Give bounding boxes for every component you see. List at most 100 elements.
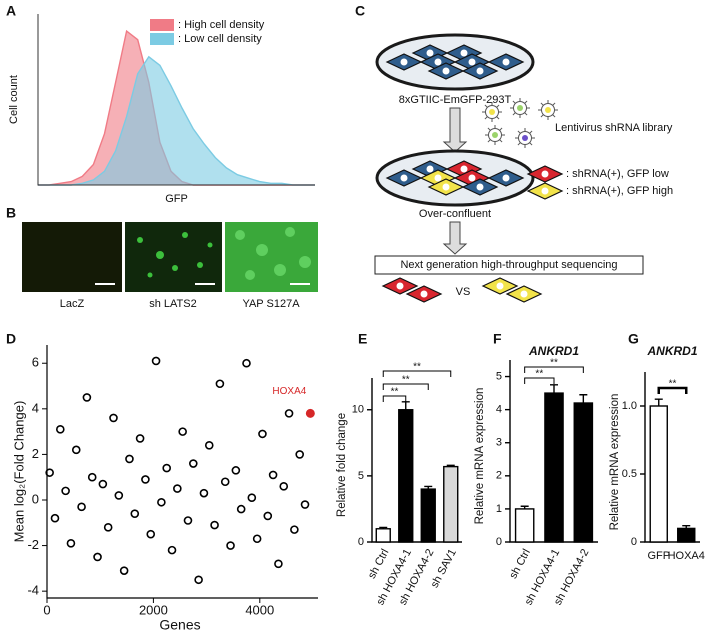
significance-bracket <box>382 383 429 390</box>
nucleus <box>496 282 504 290</box>
point <box>114 491 124 500</box>
y-tick-label: 10 <box>352 404 364 416</box>
y-axis-label: Relative mRNA expression <box>609 394 621 531</box>
nucleus <box>396 282 404 290</box>
virus-core <box>545 107 551 113</box>
point <box>66 538 76 548</box>
point <box>268 470 278 480</box>
cell-spots <box>137 232 213 278</box>
chart-title: ANKRD1 <box>528 344 579 358</box>
bar <box>544 392 564 543</box>
nucleus <box>541 170 549 178</box>
error-bar <box>654 398 663 406</box>
bar <box>375 528 391 543</box>
nucleus <box>420 290 428 298</box>
y-axis-label: Cell count <box>8 75 20 124</box>
significance-label: ** <box>550 358 558 369</box>
nucleus <box>468 174 476 182</box>
bar <box>420 488 436 543</box>
library-label: Lentivirus shRNA library <box>555 122 673 134</box>
legend-swatch <box>150 33 174 45</box>
legend-text: : shRNA(+), GFP low <box>566 168 669 180</box>
point <box>189 459 198 468</box>
y-tick-label: 0 <box>358 536 364 548</box>
nucleus <box>460 49 468 57</box>
nucleus <box>442 183 450 191</box>
nucleus <box>426 49 434 57</box>
virus-core <box>492 132 498 138</box>
nucleus <box>468 58 476 66</box>
point <box>93 552 102 562</box>
y-tick-label: 5 <box>358 470 364 482</box>
point <box>226 541 235 550</box>
significance-label: ** <box>402 375 410 386</box>
bar <box>398 409 414 543</box>
cell-line: 8xGTIIC-EmGFP-293T <box>399 94 512 106</box>
legend-text: : High cell density <box>178 19 265 31</box>
y-tick-label: 0 <box>496 536 502 548</box>
panel-letter: G <box>628 331 639 347</box>
nucleus <box>476 67 484 75</box>
nucleus <box>400 58 408 66</box>
point <box>194 575 203 585</box>
micrograph <box>125 222 222 292</box>
point <box>167 545 177 555</box>
y-tick-label: 0.5 <box>622 468 637 480</box>
nucleus <box>476 183 484 191</box>
arrow <box>442 107 468 153</box>
x-tick-label: 2000 <box>139 602 168 617</box>
point <box>173 484 182 493</box>
point <box>231 466 241 475</box>
error-bar <box>401 401 410 410</box>
point <box>109 413 118 423</box>
point <box>284 409 294 418</box>
error-bar <box>424 485 433 490</box>
y-tick-label: -2 <box>27 537 39 552</box>
point <box>178 427 187 436</box>
point <box>252 534 262 544</box>
point <box>61 486 70 496</box>
bar <box>443 465 459 543</box>
sequencing-label: Next generation high-throughput sequenci… <box>400 259 617 271</box>
legend-swatch <box>150 19 174 31</box>
y-tick-label: 2 <box>496 470 502 482</box>
significance-bracket <box>524 377 555 384</box>
point <box>242 358 251 368</box>
highlight-point <box>305 408 315 418</box>
point <box>45 468 54 477</box>
point <box>103 523 113 532</box>
bar <box>677 527 696 543</box>
error-bar <box>550 384 558 394</box>
vs-label: VS <box>456 286 471 298</box>
panel-letter: B <box>6 205 16 221</box>
point <box>290 525 299 534</box>
significance-bracket <box>524 366 584 373</box>
point <box>199 488 209 498</box>
point <box>162 463 171 473</box>
error-bar <box>446 464 455 467</box>
significance-bracket <box>382 395 407 402</box>
point <box>300 500 310 509</box>
error-bar <box>682 524 691 529</box>
panel-letter: E <box>358 331 367 347</box>
point <box>247 493 257 503</box>
error-bar <box>579 394 588 404</box>
error-bar <box>520 505 529 509</box>
sequencing-box <box>374 255 644 275</box>
y-tick-label: 0 <box>32 491 39 506</box>
nucleus <box>426 165 434 173</box>
nucleus <box>541 187 549 195</box>
highlight-label: HOXA4 <box>272 386 306 397</box>
point <box>98 479 108 489</box>
significance-bracket <box>382 370 452 377</box>
point <box>151 356 161 366</box>
bar <box>573 402 594 543</box>
panel-letter: A <box>6 3 16 19</box>
point <box>119 566 129 575</box>
y-tick-label: 3 <box>496 437 502 449</box>
point <box>50 513 60 523</box>
image-label: YAP S127A <box>242 298 300 310</box>
point <box>236 504 246 514</box>
y-tick-label: 0 <box>631 536 637 548</box>
